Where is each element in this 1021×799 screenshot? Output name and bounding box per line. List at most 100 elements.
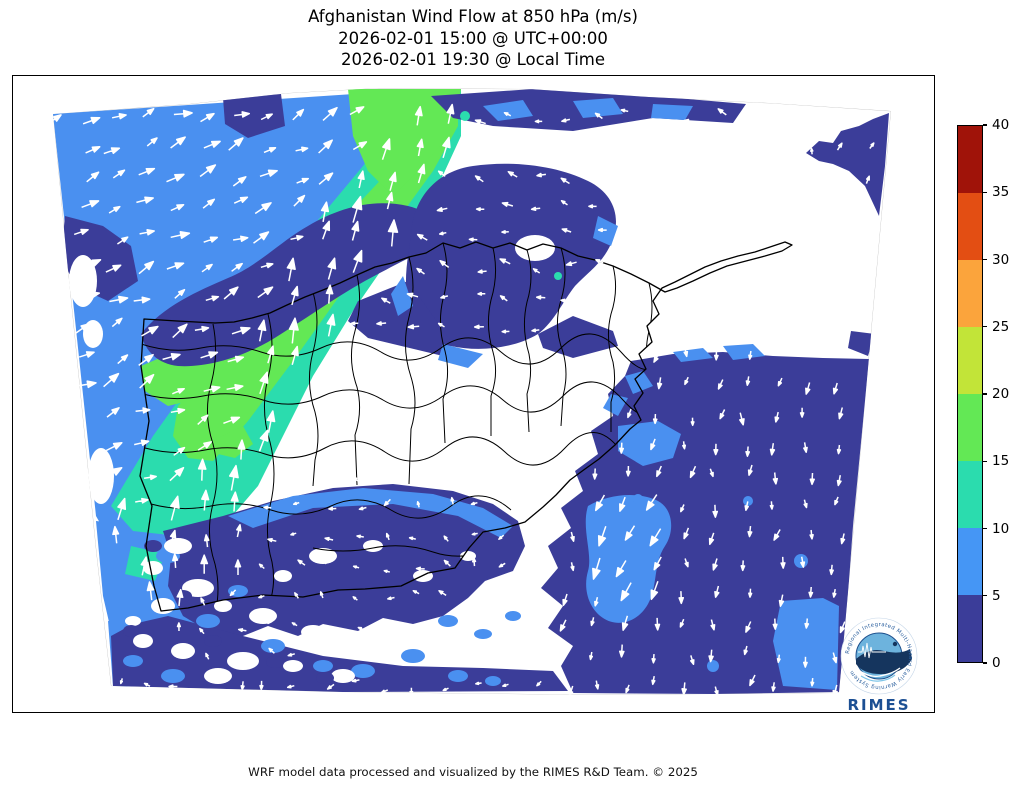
wind-vector-arrow (103, 372, 120, 388)
wind-vector-arrow (474, 175, 484, 183)
wind-vector-arrow (800, 556, 806, 568)
wind-vector-arrow (117, 354, 129, 365)
wind-vector-arrow (408, 536, 416, 541)
wind-vector-arrow (223, 416, 241, 425)
wind-vector-arrow (535, 295, 546, 300)
wind-vector-arrow (502, 498, 512, 504)
wind-vector-arrow (477, 269, 487, 274)
rimes-logo-wordmark: RIMES (847, 696, 910, 712)
wind-vector-arrow (290, 234, 304, 241)
wind-vector-arrow (383, 498, 391, 507)
wind-vector-arrow (174, 288, 186, 299)
wind-vector-arrow (328, 652, 335, 657)
wind-vector-arrow (594, 597, 599, 607)
wind-vector-arrow (257, 319, 267, 342)
wind-vector-arrow (537, 149, 546, 154)
wind-vector-arrow (170, 407, 186, 414)
wind-vector-arrow (619, 496, 626, 512)
wind-vector-arrow (443, 559, 451, 567)
wind-vector-arrow (356, 534, 364, 539)
wind-vector-arrow (136, 196, 154, 204)
colorbar-tick-label: 35 (992, 184, 1010, 201)
wind-vector-arrow (535, 238, 546, 244)
wind-vector-arrow (106, 407, 120, 418)
wind-vector-arrow (442, 136, 451, 159)
wind-vector-arrow (351, 220, 360, 241)
wind-vector-arrow (84, 259, 102, 268)
wind-vector-arrow (776, 654, 781, 664)
wind-vector-arrow (809, 529, 814, 540)
wind-vector-arrow (839, 621, 846, 634)
wind-vector-arrow (832, 652, 838, 664)
wind-vector-arrow (536, 680, 542, 687)
wind-vector-arrow (832, 588, 837, 598)
wind-vector-arrow (203, 534, 210, 548)
wind-vector-arrow (407, 324, 420, 330)
wind-vector-arrow (146, 581, 155, 601)
wind-vector-arrow (140, 556, 149, 576)
wind-vector-arrow (865, 175, 870, 184)
wind-vector-arrow (258, 429, 269, 452)
wind-vector-arrow (108, 205, 121, 214)
wind-vector-arrow (777, 377, 783, 387)
wind-vector-arrow (774, 411, 780, 423)
wind-vector-arrow (747, 526, 753, 538)
wind-vector-arrow (326, 683, 335, 690)
wind-vector-arrow (226, 384, 244, 392)
wind-vector-arrow (769, 501, 774, 510)
wind-vector-arrow (559, 648, 564, 659)
wind-vector-arrow (439, 259, 450, 268)
wind-vector-arrow (231, 262, 243, 272)
wind-vector-arrow (532, 268, 541, 274)
wind-vector-arrow (590, 617, 595, 627)
plot-title: Afghanistan Wind Flow at 850 hPa (m/s) 2… (12, 6, 934, 71)
wind-vector-arrow (802, 656, 808, 668)
wind-vector-arrow (684, 376, 689, 386)
wind-vector-arrow (116, 236, 129, 245)
wind-vector-arrow (498, 562, 506, 568)
wind-vector-arrow (288, 317, 299, 344)
colorbar-segment-15-20 (958, 394, 982, 461)
wind-vector-arrow (531, 328, 540, 333)
wind-vector-arrow (624, 525, 636, 541)
wind-vector-arrow (743, 645, 748, 656)
wind-map: Regional Integrated Multi-Hazard Early W… (53, 88, 918, 712)
wind-vector-arrow (595, 259, 604, 264)
wind-vector-arrow (290, 532, 297, 536)
wind-vector-arrow (200, 554, 209, 574)
wind-vector-arrow (173, 109, 193, 118)
wind-vector-arrow (169, 529, 177, 546)
wind-vector-arrow (258, 595, 265, 599)
colorbar-tickmark (983, 460, 987, 462)
wind-vector-arrow (223, 286, 239, 300)
wind-vector-arrow (293, 194, 306, 207)
wind-vector-arrow (620, 108, 629, 113)
wind-vector-arrow (653, 556, 662, 571)
wind-vector-arrow (745, 376, 751, 386)
wind-vector-arrow (322, 106, 338, 121)
wind-vector-arrow (287, 652, 296, 657)
wind-vector-arrow (645, 494, 658, 511)
wind-vector-arrow (712, 504, 719, 518)
wind-vector-arrow (651, 675, 656, 686)
colorbar-tick-label: 10 (992, 520, 1010, 537)
wind-vector-arrow (501, 329, 510, 334)
wind-vector-arrow (176, 588, 184, 607)
colorbar-tickmark (983, 326, 987, 328)
wind-vector-arrow (232, 176, 247, 187)
wind-vector-arrow (319, 591, 324, 599)
wind-vector-arrow (650, 438, 656, 451)
wind-vector-arrow (745, 621, 752, 633)
colorbar-segment-0-5 (958, 595, 982, 662)
footer-credit: WRF model data processed and visualized … (248, 765, 698, 779)
wind-vector-arrow (678, 591, 685, 605)
wind-vector-arrow (649, 528, 662, 547)
wind-vector-arrow (625, 684, 630, 694)
wind-vector-arrow (267, 616, 275, 625)
colorbar-ticks: 0 5 10 15 20 25 30 35 40 (983, 118, 1021, 670)
wind-vector-arrow (689, 465, 697, 479)
wind-vector-arrow (291, 622, 298, 627)
wind-vector-arrow (202, 198, 216, 209)
wind-vector-arrow (534, 119, 543, 124)
wind-vector-arrow (803, 499, 808, 509)
